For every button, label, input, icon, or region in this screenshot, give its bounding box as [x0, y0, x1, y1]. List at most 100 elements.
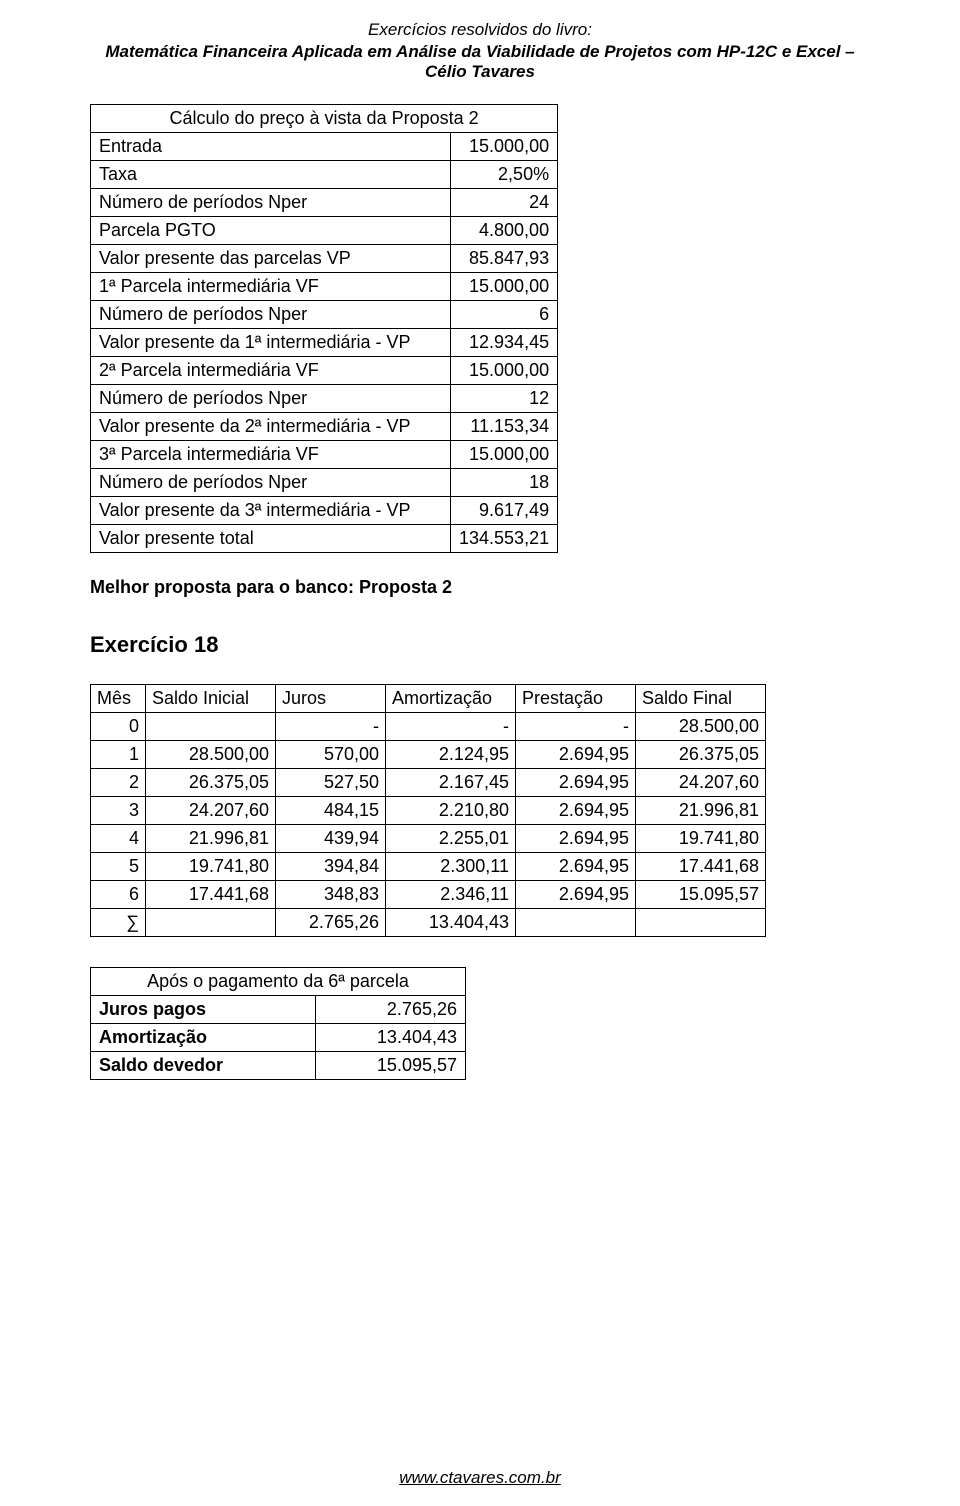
- table-row: 324.207,60484,152.210,802.694,9521.996,8…: [91, 797, 766, 825]
- page: Exercícios resolvidos do livro: Matemáti…: [0, 0, 960, 1506]
- cell-value: 2.765,26: [316, 996, 466, 1024]
- cell-label: Valor presente da 2ª intermediária - VP: [91, 413, 451, 441]
- table-row: Entrada15.000,00: [91, 133, 558, 161]
- table-row: Juros pagos2.765,26: [91, 996, 466, 1024]
- cell: 2.694,95: [516, 741, 636, 769]
- cell: 19.741,80: [146, 853, 276, 881]
- cell: 26.375,05: [636, 741, 766, 769]
- cell: 0: [91, 713, 146, 741]
- cell: 15.095,57: [636, 881, 766, 909]
- cell: 2.765,26: [276, 909, 386, 937]
- cell-label: Saldo devedor: [91, 1052, 316, 1080]
- cell-value: 15.095,57: [316, 1052, 466, 1080]
- cell: -: [276, 713, 386, 741]
- cell-value: 2,50%: [451, 161, 558, 189]
- cell: 17.441,68: [636, 853, 766, 881]
- cell: 2.255,01: [386, 825, 516, 853]
- table-row: Valor presente da 1ª intermediária - VP1…: [91, 329, 558, 357]
- cell: 2.124,95: [386, 741, 516, 769]
- cell-value: 9.617,49: [451, 497, 558, 525]
- col-amortizacao: Amortização: [386, 685, 516, 713]
- cell: 28.500,00: [146, 741, 276, 769]
- cell-value: 6: [451, 301, 558, 329]
- cell: 5: [91, 853, 146, 881]
- cell: 2.694,95: [516, 853, 636, 881]
- cell: 2.300,11: [386, 853, 516, 881]
- table-row: 421.996,81439,942.255,012.694,9519.741,8…: [91, 825, 766, 853]
- cell-value: 11.153,34: [451, 413, 558, 441]
- cell-value: 13.404,43: [316, 1024, 466, 1052]
- table-row: 0---28.500,00: [91, 713, 766, 741]
- cell-value: 15.000,00: [451, 133, 558, 161]
- table-row: Valor presente total134.553,21: [91, 525, 558, 553]
- cell-value: 12: [451, 385, 558, 413]
- cell: 21.996,81: [146, 825, 276, 853]
- cell: 19.741,80: [636, 825, 766, 853]
- table-row: 519.741,80394,842.300,112.694,9517.441,6…: [91, 853, 766, 881]
- cell: 348,83: [276, 881, 386, 909]
- cell: 2: [91, 769, 146, 797]
- cell-label: 2ª Parcela intermediária VF: [91, 357, 451, 385]
- table-row: 3ª Parcela intermediária VF15.000,00: [91, 441, 558, 469]
- cell-label: Valor presente da 1ª intermediária - VP: [91, 329, 451, 357]
- table-row: Valor presente das parcelas VP85.847,93: [91, 245, 558, 273]
- cell: 4: [91, 825, 146, 853]
- amortization-table: Mês Saldo Inicial Juros Amortização Pres…: [90, 684, 766, 937]
- exercise-heading: Exercício 18: [90, 632, 870, 658]
- cell-label: Número de períodos Nper: [91, 469, 451, 497]
- table-row-sum: ∑2.765,2613.404,43: [91, 909, 766, 937]
- cell-label: Número de períodos Nper: [91, 189, 451, 217]
- table-row: 1ª Parcela intermediária VF15.000,00: [91, 273, 558, 301]
- cell-value: 15.000,00: [451, 441, 558, 469]
- table-row: Amortização13.404,43: [91, 1024, 466, 1052]
- cell-label: Amortização: [91, 1024, 316, 1052]
- conclusion-text: Melhor proposta para o banco: Proposta 2: [90, 577, 870, 598]
- col-mes: Mês: [91, 685, 146, 713]
- cell: 21.996,81: [636, 797, 766, 825]
- cell: 2.694,95: [516, 769, 636, 797]
- cell-label: Número de períodos Nper: [91, 301, 451, 329]
- col-juros: Juros: [276, 685, 386, 713]
- table-row: Taxa2,50%: [91, 161, 558, 189]
- summary-table: Após o pagamento da 6ª parcela Juros pag…: [90, 967, 466, 1080]
- cell: -: [516, 713, 636, 741]
- table-row: Número de períodos Nper24: [91, 189, 558, 217]
- cell: 2.167,45: [386, 769, 516, 797]
- cell: [516, 909, 636, 937]
- cell-label: Número de períodos Nper: [91, 385, 451, 413]
- cell-value: 134.553,21: [451, 525, 558, 553]
- cell: 2.694,95: [516, 881, 636, 909]
- cell: 484,15: [276, 797, 386, 825]
- proposta-table: Cálculo do preço à vista da Proposta 2 E…: [90, 104, 558, 553]
- cell: 527,50: [276, 769, 386, 797]
- cell: [146, 909, 276, 937]
- table-row: Número de períodos Nper12: [91, 385, 558, 413]
- col-prestacao: Prestação: [516, 685, 636, 713]
- footer-url: www.ctavares.com.br: [0, 1468, 960, 1488]
- cell: 13.404,43: [386, 909, 516, 937]
- cell-value: 15.000,00: [451, 357, 558, 385]
- cell: 6: [91, 881, 146, 909]
- cell-label: Valor presente das parcelas VP: [91, 245, 451, 273]
- cell: [146, 713, 276, 741]
- cell: -: [386, 713, 516, 741]
- table-row: 226.375,05527,502.167,452.694,9524.207,6…: [91, 769, 766, 797]
- cell-label: Valor presente da 3ª intermediária - VP: [91, 497, 451, 525]
- cell: 2.210,80: [386, 797, 516, 825]
- table-row: Número de períodos Nper6: [91, 301, 558, 329]
- cell: 28.500,00: [636, 713, 766, 741]
- cell-value: 4.800,00: [451, 217, 558, 245]
- col-saldo-final: Saldo Final: [636, 685, 766, 713]
- summary-table-title: Após o pagamento da 6ª parcela: [91, 968, 466, 996]
- cell: 2.694,95: [516, 797, 636, 825]
- table-row: Valor presente da 2ª intermediária - VP1…: [91, 413, 558, 441]
- cell-label: Taxa: [91, 161, 451, 189]
- table-header-row: Mês Saldo Inicial Juros Amortização Pres…: [91, 685, 766, 713]
- cell: 439,94: [276, 825, 386, 853]
- table-row: 617.441,68348,832.346,112.694,9515.095,5…: [91, 881, 766, 909]
- cell: 1: [91, 741, 146, 769]
- table-row: 2ª Parcela intermediária VF15.000,00: [91, 357, 558, 385]
- cell-label: 3ª Parcela intermediária VF: [91, 441, 451, 469]
- cell: 2.694,95: [516, 825, 636, 853]
- cell: 3: [91, 797, 146, 825]
